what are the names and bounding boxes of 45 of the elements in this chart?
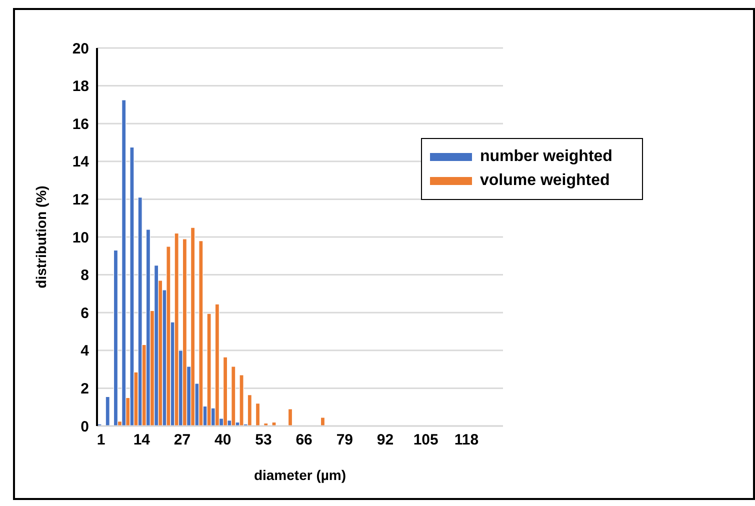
bar <box>214 304 220 426</box>
y-axis-title: distribution (%) <box>32 186 49 288</box>
bar <box>206 313 212 426</box>
y-tick-label: 8 <box>80 267 89 284</box>
bar <box>288 408 293 426</box>
y-tick-label: 12 <box>72 192 89 209</box>
bar <box>122 100 126 426</box>
bar <box>113 250 118 426</box>
bar <box>198 240 204 426</box>
bar <box>166 246 171 426</box>
y-tick-label: 0 <box>80 418 89 436</box>
y-tick-label: 18 <box>72 78 89 96</box>
y-tick-label: 20 <box>72 40 89 58</box>
x-axis-title: diameter (µm) <box>254 467 346 483</box>
x-tick-label: 40 <box>214 432 232 449</box>
bar <box>247 394 252 426</box>
x-tick-label: 66 <box>296 432 312 449</box>
y-tick-label: 4 <box>80 342 90 360</box>
bar <box>272 422 276 426</box>
x-tick-label: 79 <box>336 432 354 449</box>
bar <box>174 232 179 426</box>
bar <box>239 374 244 426</box>
x-tick-label: 118 <box>454 432 479 449</box>
y-tick-label: 14 <box>72 154 90 171</box>
bar <box>320 417 326 426</box>
legend-label: volume weighted <box>480 171 610 191</box>
x-tick-label: 92 <box>376 432 394 449</box>
bar <box>105 396 110 426</box>
bar <box>231 366 236 426</box>
legend-label: number weighted <box>480 147 612 167</box>
bar <box>138 197 142 426</box>
x-tick-label: 27 <box>174 432 191 449</box>
y-tick-label: 2 <box>80 380 89 398</box>
x-tick-label: 14 <box>133 432 151 449</box>
bar <box>182 238 187 426</box>
bar <box>190 227 196 426</box>
bar <box>130 146 134 426</box>
bar <box>255 403 260 426</box>
x-tick-label: 105 <box>413 432 438 449</box>
x-tick-label: 1 <box>96 432 106 449</box>
y-tick-label: 10 <box>72 229 89 246</box>
y-tick-label: 6 <box>80 304 89 322</box>
bar <box>222 356 228 426</box>
y-tick-label: 16 <box>72 116 89 133</box>
x-tick-label: 53 <box>255 432 272 449</box>
